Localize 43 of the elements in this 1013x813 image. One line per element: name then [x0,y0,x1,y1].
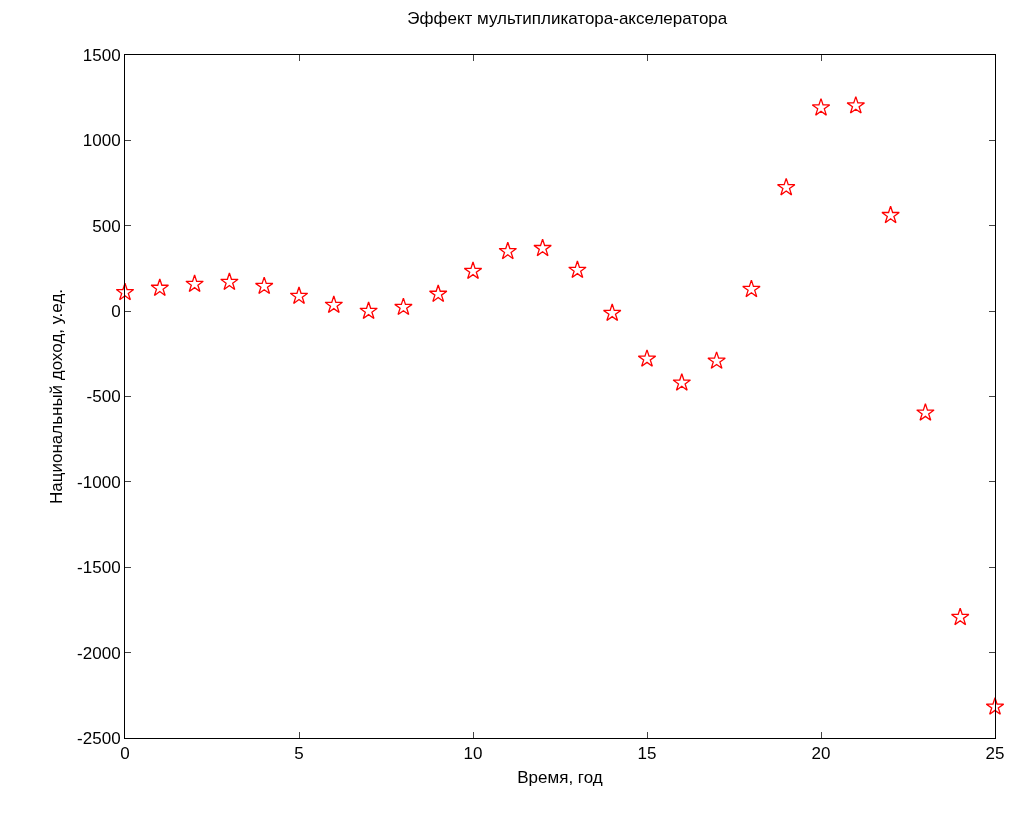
x-tick-label: 10 [463,744,483,764]
point [776,177,796,196]
y-tick-label: -1000 [77,472,121,492]
point [498,241,518,260]
point [463,261,483,280]
point [881,205,900,224]
point [394,297,413,316]
point [672,373,692,391]
point [568,260,587,279]
x-tick-label: 5 [294,744,304,764]
point [324,295,344,314]
point [950,607,970,626]
x-tick-label: 20 [811,744,831,764]
chart-title: Эффект мультипликатора-акселератора [407,9,728,29]
y-tick-label: 500 [92,216,121,236]
y-axis-title: Национальный доход, у.ед. [46,288,66,505]
point [150,278,170,297]
point [115,282,135,301]
point [602,303,622,322]
y-tick-label: -2000 [77,643,121,663]
x-tick-label: 15 [637,744,657,764]
x-axis-title: Время, год [517,767,603,787]
point [811,98,831,116]
y-tick-label: -2500 [77,728,121,748]
point [916,403,935,421]
point [742,279,761,298]
point [533,238,552,257]
point [254,276,274,295]
point [846,95,866,114]
point [707,351,726,369]
y-tick-label: 1500 [82,45,121,65]
point [637,349,657,367]
point [428,284,448,303]
point [220,272,239,291]
point [289,286,309,305]
y-tick-label: 1000 [82,131,121,151]
y-tick-label: 0 [111,302,121,322]
x-tick-label: 25 [985,744,1005,764]
point [985,697,1005,715]
y-tick-label: -500 [86,387,121,407]
point [359,301,378,320]
point [185,274,204,293]
y-tick-label: -1500 [77,558,121,578]
